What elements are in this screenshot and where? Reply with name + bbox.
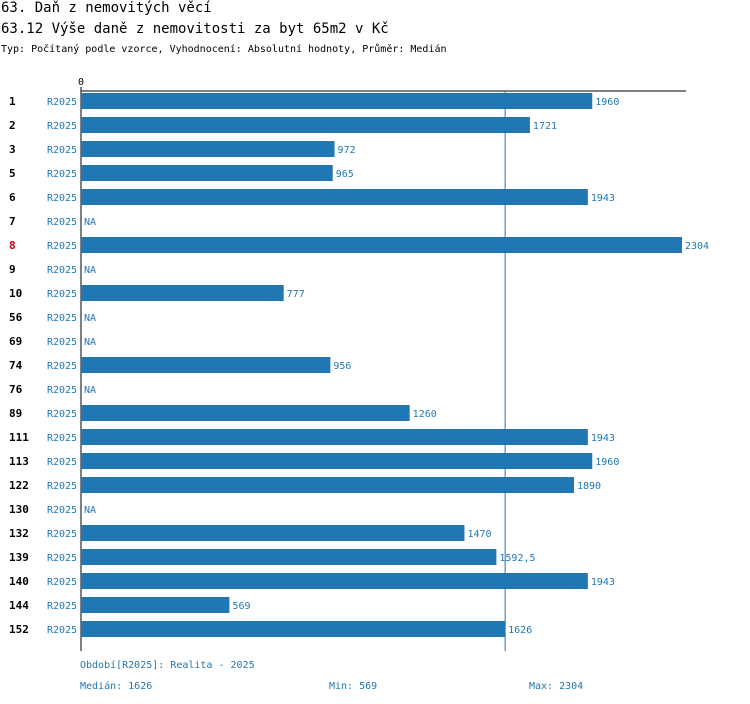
row-period: R2025	[47, 145, 77, 156]
row-period: R2025	[47, 577, 77, 588]
row-label: 140	[9, 575, 29, 588]
footer-period: Období[R2025]: Realita - 2025	[80, 660, 255, 671]
row-label: 9	[9, 263, 16, 276]
row-period: R2025	[47, 625, 77, 636]
row-label: 56	[9, 311, 23, 324]
data-label: NA	[84, 313, 96, 324]
row-label: 111	[9, 431, 29, 444]
row-period: R2025	[47, 457, 77, 468]
data-label: NA	[84, 385, 96, 396]
bar	[81, 189, 588, 205]
x-tick-label: 0	[78, 77, 84, 88]
row-period: R2025	[47, 193, 77, 204]
row-label: 152	[9, 623, 29, 636]
row-label: 113	[9, 455, 29, 468]
data-label: 1943	[591, 193, 615, 204]
chart-subtitle: 63.12 Výše daně z nemovitosti za byt 65m…	[1, 21, 389, 37]
row-label: 5	[9, 167, 16, 180]
bar	[81, 141, 335, 157]
bar	[81, 165, 333, 181]
row-label: 130	[9, 503, 29, 516]
data-label: 1943	[591, 433, 615, 444]
data-label: 1260	[413, 409, 437, 420]
row-period: R2025	[47, 241, 77, 252]
row-period: R2025	[47, 385, 77, 396]
data-label: 1470	[467, 529, 491, 540]
row-period: R2025	[47, 433, 77, 444]
row-period: R2025	[47, 601, 77, 612]
row-label: 144	[9, 599, 29, 612]
row-label: 10	[9, 287, 22, 300]
row-label: 6	[9, 191, 16, 204]
data-label: 2304	[685, 241, 709, 252]
chart-type-line: Typ: Počítaný podle vzorce, Vyhodnocení:…	[1, 44, 447, 55]
footer-median: Medián: 1626	[80, 681, 153, 692]
data-label: 569	[232, 601, 250, 612]
data-label: NA	[84, 337, 96, 348]
bar	[81, 357, 331, 373]
bar	[81, 117, 530, 133]
bar	[81, 621, 506, 637]
row-label: 74	[9, 359, 23, 372]
data-label: 1592,5	[499, 553, 535, 564]
row-label: 132	[9, 527, 29, 540]
footer-min: Min: 569	[329, 681, 378, 692]
data-label: 956	[333, 361, 351, 372]
row-period: R2025	[47, 289, 77, 300]
data-label: 1943	[591, 577, 615, 588]
bar	[81, 477, 575, 493]
bar	[81, 573, 588, 589]
row-label: 7	[9, 215, 16, 228]
bar	[81, 93, 593, 109]
row-label: 8	[9, 239, 16, 252]
row-period: R2025	[47, 169, 77, 180]
data-label: 965	[336, 169, 354, 180]
row-period: R2025	[47, 409, 77, 420]
row-period: R2025	[47, 553, 77, 564]
row-period: R2025	[47, 361, 77, 372]
row-period: R2025	[47, 337, 77, 348]
data-label: NA	[84, 217, 96, 228]
bar	[81, 405, 410, 421]
row-period: R2025	[47, 505, 77, 516]
bar	[81, 525, 465, 541]
data-label: 1960	[595, 97, 619, 108]
row-label: 69	[9, 335, 22, 348]
data-label: 1960	[595, 457, 619, 468]
row-period: R2025	[47, 121, 77, 132]
bar	[81, 285, 284, 301]
data-label: NA	[84, 505, 96, 516]
row-label: 1	[9, 95, 16, 108]
footer-max: Max: 2304	[529, 681, 584, 692]
data-label: NA	[84, 265, 96, 276]
data-label: 972	[338, 145, 356, 156]
row-label: 139	[9, 551, 29, 564]
data-label: 1890	[577, 481, 601, 492]
row-period: R2025	[47, 529, 77, 540]
bar	[81, 597, 230, 613]
row-label: 89	[9, 407, 22, 420]
data-label: 1626	[508, 625, 532, 636]
bar	[81, 429, 588, 445]
row-label: 2	[9, 119, 16, 132]
row-label: 3	[9, 143, 16, 156]
row-period: R2025	[47, 97, 77, 108]
data-label: 1721	[533, 121, 557, 132]
row-period: R2025	[47, 313, 77, 324]
bar	[81, 549, 497, 565]
row-period: R2025	[47, 265, 77, 276]
row-label: 122	[9, 479, 29, 492]
data-label: 777	[287, 289, 305, 300]
chart-title: 63. Daň z nemovitých věcí	[1, 0, 212, 16]
bar	[81, 237, 682, 253]
row-period: R2025	[47, 481, 77, 492]
bar	[81, 453, 593, 469]
row-label: 76	[9, 383, 23, 396]
row-period: R2025	[47, 217, 77, 228]
